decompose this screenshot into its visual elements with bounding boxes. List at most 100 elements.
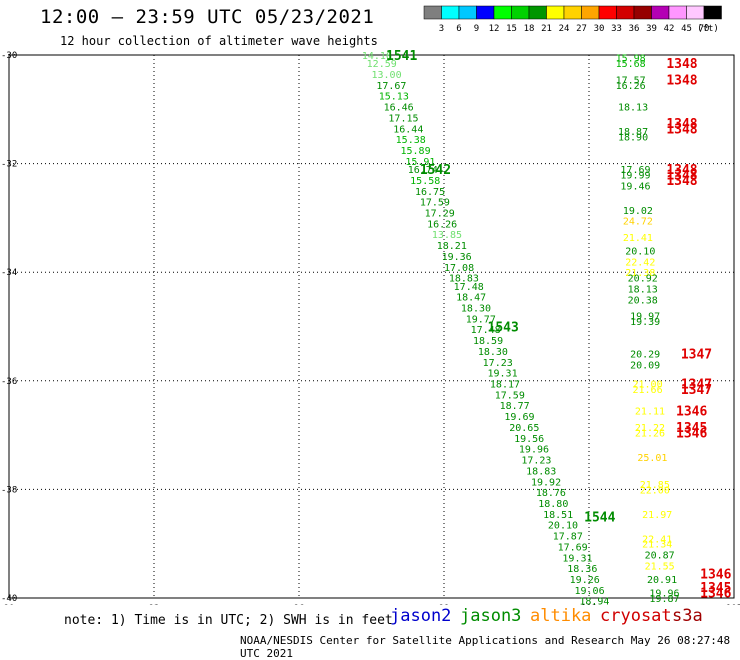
wave-height-value: 16.46 — [384, 103, 414, 114]
wave-height-value: 15.89 — [401, 146, 431, 157]
wave-height-value: 18.59 — [473, 336, 503, 347]
wave-height-value: 17.59 — [495, 390, 525, 401]
wave-height-value: 20.29 — [630, 350, 660, 361]
pass-number-label: 1345 — [676, 421, 707, 436]
wave-height-value: 19.46 — [620, 181, 650, 192]
wave-height-value: 20.87 — [645, 551, 675, 562]
wave-height-value: 18.30 — [461, 303, 491, 314]
lon-tick-label: 105 — [726, 604, 740, 605]
wave-height-value: 18.47 — [456, 293, 486, 304]
wave-height-value: 14.16 — [362, 51, 392, 62]
wave-height-value: 19.31 — [488, 369, 518, 380]
pass-number-labels: 1541154215431544134813481348134813481348… — [386, 49, 732, 602]
wave-height-value: 18.17 — [490, 380, 520, 391]
lon-tick-label: 102 — [581, 604, 597, 605]
wave-height-value: 18.13 — [618, 103, 648, 114]
wave-height-value: 19.26 — [570, 575, 600, 586]
wave-height-value: 19.96 — [649, 589, 679, 600]
wave-height-value: 19.99 — [620, 170, 650, 181]
wave-height-value: 19.02 — [623, 206, 653, 217]
color-swatch — [703, 5, 722, 20]
wave-height-value: 16.26 — [616, 81, 646, 92]
pass-number-label: 1347 — [681, 383, 712, 398]
wave-height-value: 20.10 — [548, 521, 578, 532]
wave-height-value: 17.23 — [521, 456, 551, 467]
lat-tick-label: -40 — [1, 594, 17, 604]
wave-height-value: 20.09 — [630, 361, 660, 372]
wave-height-value: 16.26 — [427, 219, 457, 230]
lat-tick-label: -32 — [1, 160, 17, 170]
wave-height-value: 16.74 — [408, 165, 438, 176]
wave-height-value: 21.38 — [625, 268, 655, 279]
wave-height-value: 15.38 — [396, 135, 426, 146]
wave-height-value: 19.77 — [466, 314, 496, 325]
wave-height-value: 17.48 — [471, 325, 501, 336]
color-tick-label: 70 — [699, 24, 710, 34]
wave-height-value: 15.58 — [410, 176, 440, 187]
wave-height-value: 16.44 — [393, 124, 423, 135]
pass-number-label: 1348 — [666, 174, 697, 189]
wave-height-value: 19.96 — [519, 445, 549, 456]
wave-height-value: 21.26 — [635, 428, 665, 439]
color-tick-label: 24 — [559, 24, 570, 34]
wave-height-value: 21.85 — [640, 480, 670, 491]
pass-number-label: 1346 — [700, 587, 731, 602]
wave-height-value: 21.00 — [633, 380, 663, 391]
wave-height-value: 18.83 — [526, 466, 556, 477]
color-tick-label: 21 — [541, 24, 552, 34]
wave-height-value: 15.68 — [616, 59, 646, 70]
altimeter-map: 90 93 96 99 102 105 -30 -32 -34 -36 -38 -40 14.1612… — [1, 49, 740, 605]
color-tick-label: 9 — [474, 24, 479, 34]
wave-height-value: 13.85 — [432, 230, 462, 241]
pass-number-label: 1346 — [676, 426, 707, 441]
map-frame — [8, 54, 735, 599]
wave-height-value: 19.06 — [575, 586, 605, 597]
wave-height-value: 17.15 — [388, 113, 418, 124]
color-tick-label: 39 — [646, 24, 657, 34]
wave-height-value: 17.48 — [454, 282, 484, 293]
wave-height-value: 19.87 — [649, 594, 679, 605]
wave-height-value: 18.76 — [536, 488, 566, 499]
color-tick-label: 36 — [629, 24, 640, 34]
wave-height-value: 22.00 — [640, 485, 670, 496]
wave-height-value: 18.77 — [500, 401, 530, 412]
page-title: 12:00 – 23:59 UTC 05/23/2021 — [40, 6, 375, 28]
wave-height-value: 15.13 — [379, 92, 409, 103]
wave-height-value: 17.08 — [444, 263, 474, 274]
footer-note: note: 1) Time is in UTC; 2) SWH is in fe… — [64, 613, 393, 628]
wave-height-value: 17.57 — [616, 75, 646, 86]
wave-height-value: 19.69 — [504, 412, 534, 423]
mission-label-cryosat: cryosat — [600, 606, 672, 626]
mission-label-jason3: jason3 — [460, 606, 522, 626]
wave-height-value: 20.92 — [628, 274, 658, 285]
pass-number-label: 1347 — [681, 378, 712, 393]
color-tick-label: 15 — [506, 24, 517, 34]
wave-height-value: 17.87 — [553, 532, 583, 543]
wave-height-value: 21.11 — [635, 407, 665, 418]
wave-height-value: 12.59 — [367, 59, 397, 70]
pass-number-label: 1347 — [681, 348, 712, 363]
wave-height-value: 18.51 — [543, 510, 573, 521]
wave-height-value: 16.75 — [415, 187, 445, 198]
wave-height-value: 19.36 — [442, 252, 472, 263]
mission-label-jason2: jason2 — [390, 606, 452, 626]
wave-height-value: 15.98 — [616, 54, 646, 65]
wave-height-value: 19.56 — [514, 434, 544, 445]
lat-tick-label: -30 — [1, 51, 17, 61]
wave-height-value: 18.94 — [579, 597, 609, 605]
color-tick-label: 30 — [594, 24, 605, 34]
mission-label-s3a: s3a — [672, 606, 703, 626]
wave-height-value: 21.34 — [642, 540, 672, 551]
wave-height-value: 18.83 — [449, 274, 479, 285]
color-tick-label: 45 — [681, 24, 692, 34]
wave-height-value: 24.72 — [623, 217, 653, 228]
color-tick-label: 18 — [524, 24, 535, 34]
pass-number-label: 1348 — [666, 57, 697, 72]
lat-lon-grid — [9, 55, 734, 598]
wave-height-values: 14.1612.5913.0017.6715.1316.4617.1516.44… — [362, 51, 680, 605]
lon-tick-label: 99 — [439, 604, 450, 605]
wave-height-value: 17.29 — [425, 208, 455, 219]
page-subtitle: 12 hour collection of altimeter wave hei… — [60, 34, 378, 48]
color-legend: 3 6 9 12 15 18 21 24 27 30 33 36 39 42 45 70(ft) — [423, 5, 722, 34]
axis-tick-labels: 90 93 96 99 102 105 -30 -32 -34 -36 -38 -40 — [1, 51, 740, 605]
